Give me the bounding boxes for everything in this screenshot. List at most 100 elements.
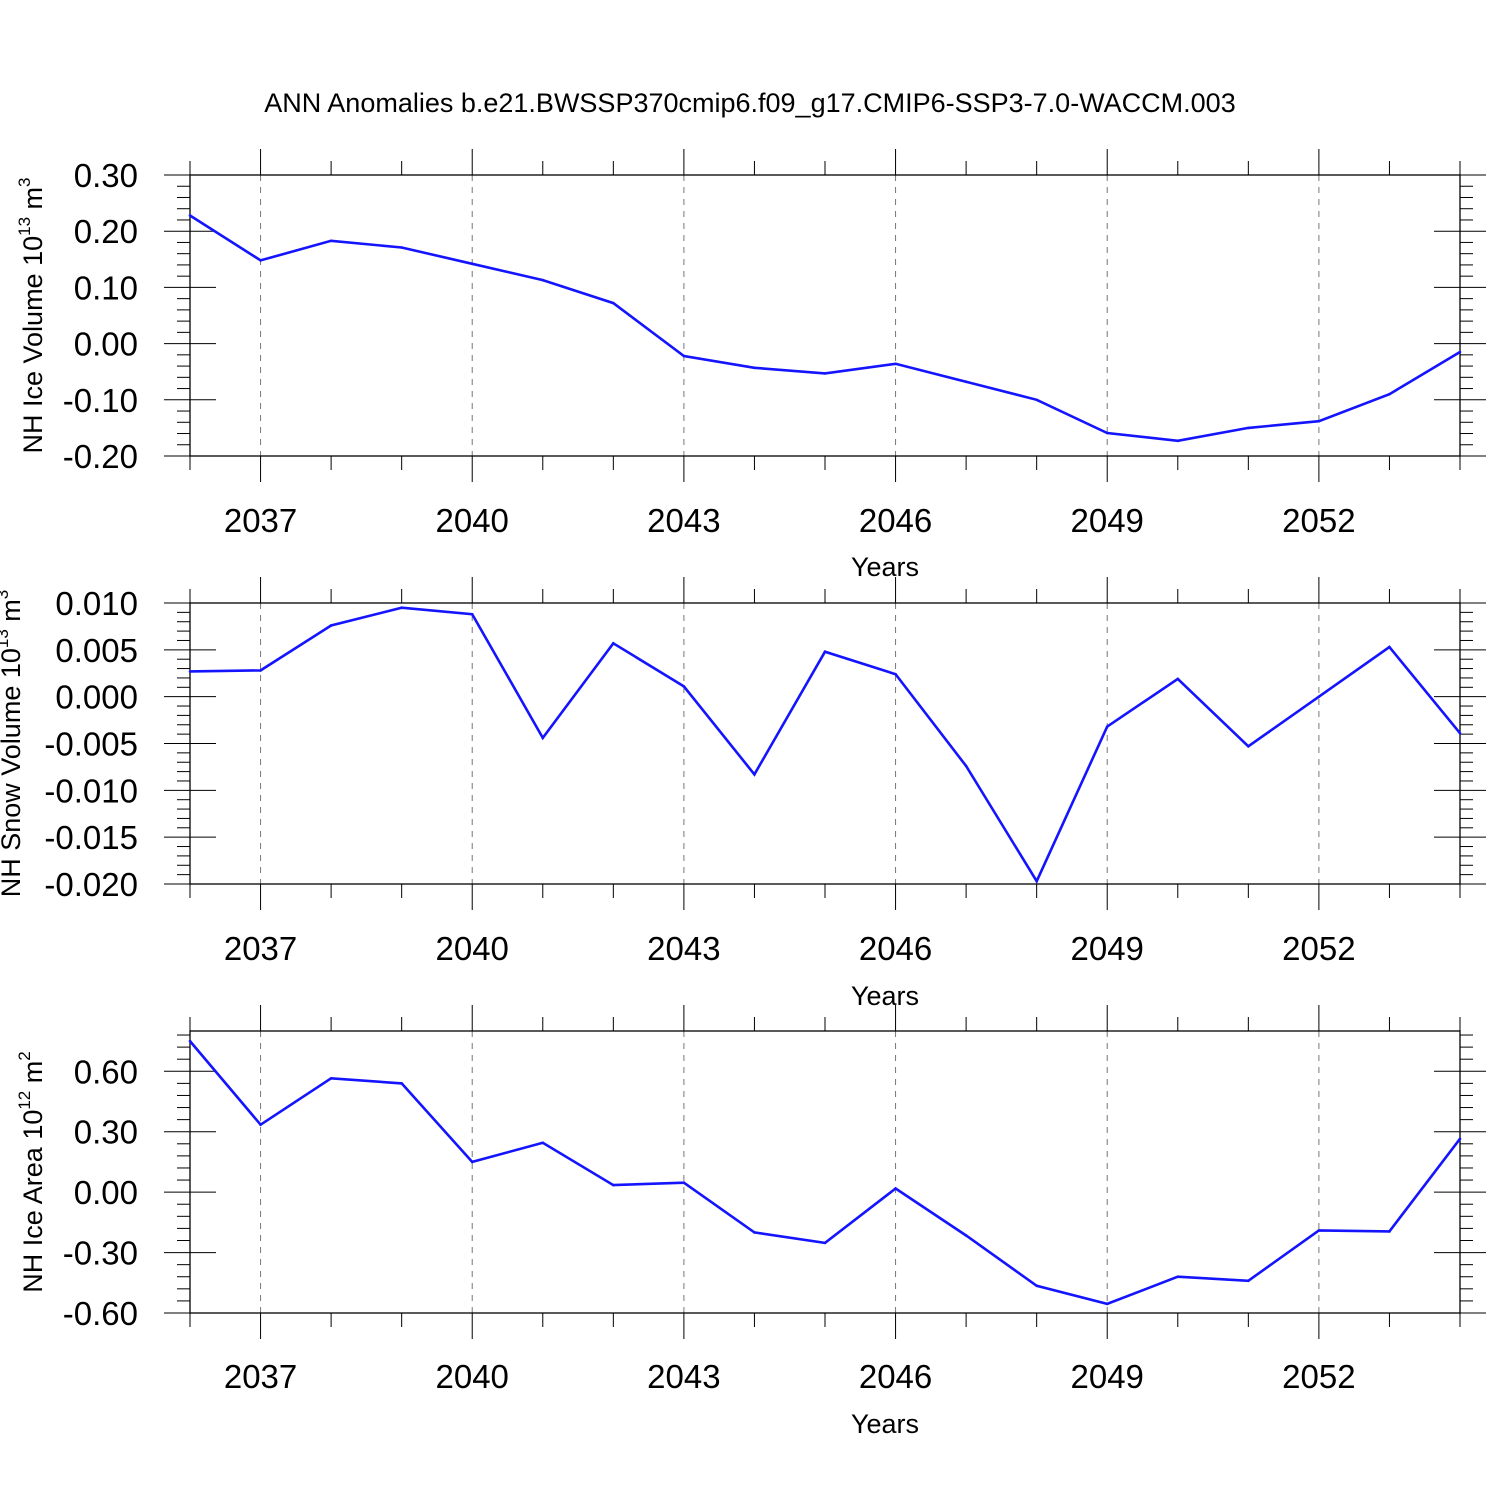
data-point (400, 606, 403, 609)
plot-frame (189, 602, 1461, 885)
data-point (964, 1234, 968, 1237)
x-tick-label: 2052 (1282, 502, 1355, 539)
data-point (1105, 725, 1109, 728)
data-point (823, 1241, 827, 1245)
x-tick-label: 2037 (224, 502, 297, 539)
data-point (259, 1123, 262, 1126)
data-point (1247, 1279, 1250, 1283)
data-point (823, 650, 827, 654)
data-point (1035, 879, 1038, 883)
y-axis-label-text: NH Ice Area 10 (18, 1110, 48, 1293)
chart-title: ANN Anomalies b.e21.BWSSP370cmip6.f09_g1… (264, 88, 1235, 118)
y-axis-label-text: NH Ice Volume 10 (18, 236, 48, 454)
y-tick-label: -0.10 (63, 382, 138, 419)
data-point (1317, 419, 1321, 423)
data-point (1458, 350, 1462, 354)
panel-2: -0.020 -0.015 -0.010 -0.005 0.000 0.005 0.010 2… (0, 577, 1486, 1011)
x-tick-label: 2052 (1282, 930, 1355, 967)
y-axis-label-exponent: 12 (15, 1091, 34, 1110)
data-point (894, 672, 897, 676)
data-point (612, 1183, 615, 1187)
x-axis-label: Years (851, 1409, 919, 1439)
data-point (1176, 439, 1180, 443)
data-point (753, 366, 756, 370)
x-tick-label: 2049 (1071, 1358, 1144, 1395)
data-point (541, 736, 545, 740)
data-point (1458, 1137, 1462, 1141)
data-point (400, 246, 403, 249)
data-point (682, 354, 686, 358)
x-tick-label: 2040 (436, 502, 509, 539)
data-point (753, 773, 756, 776)
data-point (682, 1181, 686, 1184)
y-tick-label: 0.60 (74, 1053, 138, 1090)
x-tick-label: 2046 (859, 930, 932, 967)
data-point (1388, 392, 1391, 396)
y-tick-label: -0.005 (44, 726, 138, 763)
y-axis-label-exponent: 13 (0, 629, 12, 648)
data-point (259, 259, 262, 262)
data-point (259, 669, 262, 672)
data-point (1176, 677, 1180, 681)
y-tick-label: 0.30 (74, 157, 138, 194)
y-axis-label: NH Ice Area 1012 m2 (15, 1051, 48, 1292)
y-tick-label: 0.10 (74, 269, 138, 306)
y-tick-label: 0.20 (74, 213, 138, 250)
data-point (894, 1187, 897, 1190)
data-point (541, 278, 545, 282)
data-point (400, 1082, 403, 1085)
y-axis-label-exponent: 13 (15, 217, 34, 236)
x-tick-label: 2040 (436, 930, 509, 967)
y-tick-label: -0.020 (44, 866, 138, 903)
data-point (470, 262, 474, 266)
y-axis-label-unit: m (0, 599, 26, 629)
x-tick-label: 2040 (436, 1358, 509, 1395)
data-point (894, 362, 897, 366)
data-point (188, 670, 192, 673)
y-tick-label: -0.010 (44, 772, 138, 809)
y-axis-label-unit-exponent: 3 (15, 178, 34, 187)
data-point (1105, 1302, 1109, 1306)
x-tick-label: 2037 (224, 930, 297, 967)
y-axis-label-unit-exponent: 3 (0, 590, 12, 599)
data-point (682, 685, 686, 688)
data-point (1317, 695, 1321, 698)
plot-frame (189, 1030, 1461, 1314)
data-point (1035, 1284, 1038, 1288)
series-line-nh-snow-volume (189, 606, 1462, 884)
panel-3: -0.60 -0.30 0.00 0.30 0.60 2037 2040 2043 2046 20… (15, 1005, 1486, 1439)
y-axis-label: NH Ice Volume 1013 m3 (15, 178, 48, 454)
data-point (188, 214, 192, 217)
y-axis-label: NH Snow Volume 1013 m3 (0, 590, 26, 898)
data-point (470, 1160, 474, 1164)
x-tick-label: 2052 (1282, 1358, 1355, 1395)
x-tick-label: 2037 (224, 1358, 297, 1395)
x-tick-label: 2046 (859, 502, 932, 539)
data-point (823, 372, 827, 375)
data-point (1317, 1229, 1321, 1232)
data-point (1247, 426, 1250, 430)
panel-1: -0.20 -0.10 0.00 0.10 0.20 0.30 2037 2040 2043 20… (15, 149, 1486, 582)
data-point (1458, 731, 1462, 735)
y-tick-label: 0.00 (74, 326, 138, 363)
series-line-nh-ice-volume (189, 214, 1461, 443)
x-tick-label: 2043 (647, 1358, 720, 1395)
y-tick-label: 0.010 (55, 585, 138, 622)
data-point (1176, 1275, 1180, 1279)
data-point (329, 624, 333, 627)
x-tick-label: 2043 (647, 502, 720, 539)
series-line-nh-ice-area (189, 1040, 1462, 1306)
y-tick-label: 0.00 (74, 1174, 138, 1211)
y-tick-label: 0.30 (74, 1114, 138, 1151)
y-tick-label: 0.005 (55, 632, 138, 669)
x-axis-label: Years (851, 981, 919, 1011)
x-tick-label: 2046 (859, 1358, 932, 1395)
data-point (1105, 431, 1109, 435)
y-tick-label: -0.60 (63, 1295, 138, 1332)
data-point (612, 301, 615, 305)
data-point (470, 612, 474, 616)
data-point (541, 1141, 545, 1145)
plot-frame (189, 174, 1461, 457)
